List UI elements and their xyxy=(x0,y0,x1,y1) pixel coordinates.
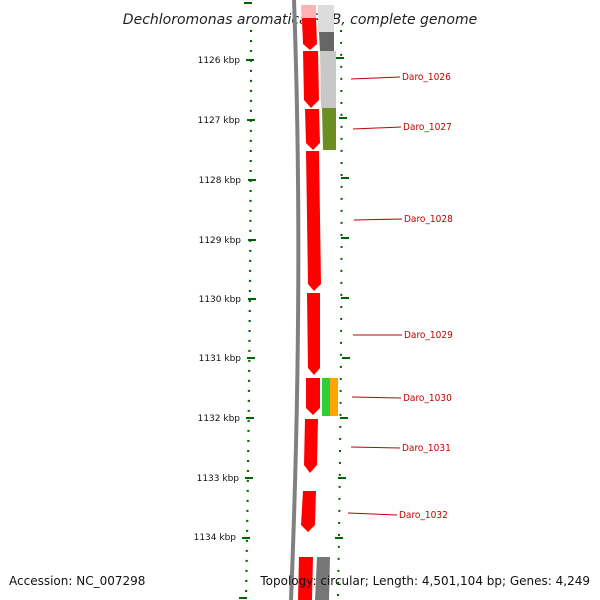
gene-leader xyxy=(350,76,401,80)
gene-arrow-daro-1028 xyxy=(306,151,321,291)
scale-label: 1127 kbp xyxy=(198,116,241,126)
gene-leader xyxy=(351,396,402,399)
gene-leader xyxy=(347,512,398,516)
scale-label: 1130 kbp xyxy=(199,295,242,305)
gene-arrow-daro-1026 xyxy=(303,51,319,108)
accession-text: Accession: NC_007298 xyxy=(9,574,146,588)
feature-bands xyxy=(315,5,338,600)
gene-labels: Daro_1026 Daro_1027 Daro_1028 Daro_1029 … xyxy=(399,72,453,521)
gene-label: Daro_1029 xyxy=(404,330,453,341)
map-title: Dechloromonas aromatica RCB, complete ge… xyxy=(123,12,477,28)
gene-arrow-daro-1027 xyxy=(305,109,320,150)
gene-label: Daro_1027 xyxy=(403,122,452,133)
gene-leaders xyxy=(347,76,403,516)
gene-arrow-daro-1030 xyxy=(306,378,320,415)
scale-label: 1131 kbp xyxy=(199,354,242,364)
scale-label: 1128 kbp xyxy=(199,176,242,186)
band-orange-1030 xyxy=(330,378,338,416)
band-dark xyxy=(319,32,334,51)
inner-track xyxy=(337,29,343,599)
gene-leader xyxy=(352,126,402,130)
gene-arrows xyxy=(298,5,321,600)
band-light-top xyxy=(318,5,334,32)
gene-label: Daro_1026 xyxy=(402,72,451,83)
gene-leader xyxy=(350,446,401,449)
band-olive-1027 xyxy=(322,108,336,150)
gene-label: Daro_1031 xyxy=(402,443,451,454)
scale-label: 1132 kbp xyxy=(198,414,241,424)
scale-label: 1134 kbp xyxy=(194,533,237,543)
band-light-1026 xyxy=(320,51,336,108)
gene-leader xyxy=(353,218,403,221)
topology-text: Topology: circular; Length: 4,501,104 bp… xyxy=(260,574,590,588)
band-green-1030 xyxy=(322,378,330,416)
gene-arrow-daro-1031 xyxy=(304,419,318,473)
scale-label: 1133 kbp xyxy=(197,474,240,484)
gene-label: Daro_1032 xyxy=(399,510,448,521)
gene-arrow-top-fill xyxy=(302,18,317,50)
scale-line xyxy=(244,29,253,599)
gene-arrow-daro-1029 xyxy=(307,293,320,375)
gene-label: Daro_1028 xyxy=(404,214,453,225)
band-gray-bottom xyxy=(315,557,330,600)
genome-backbone xyxy=(289,0,301,600)
scale-labels: 1126 kbp 1127 kbp 1128 kbp 1129 kbp 1130… xyxy=(194,56,242,543)
scale-label: 1129 kbp xyxy=(199,236,242,246)
scale-label: 1126 kbp xyxy=(198,56,241,66)
gene-arrow-bottom xyxy=(298,557,313,600)
gene-arrow-daro-1032 xyxy=(301,491,316,532)
gene-label: Daro_1030 xyxy=(403,393,452,404)
scale-bar xyxy=(244,29,253,599)
